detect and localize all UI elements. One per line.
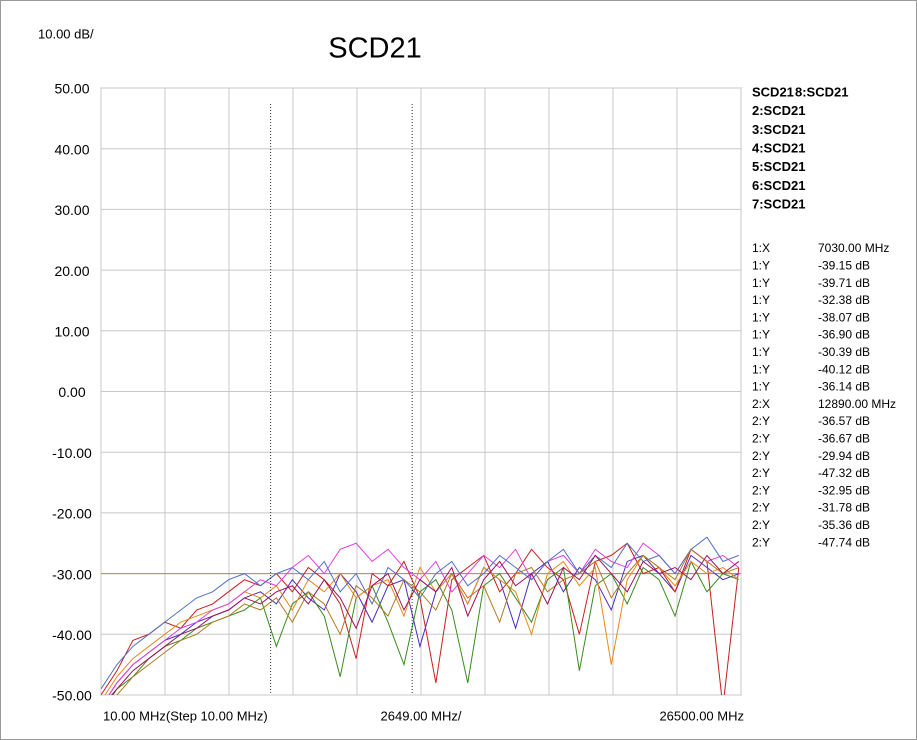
y-tick-label: 40.00 xyxy=(54,141,89,157)
marker-value: -40.12 dB xyxy=(818,362,870,376)
marker-value: -30.39 dB xyxy=(818,345,870,359)
x-axis-label: 2649.00 MHz/ xyxy=(381,708,462,723)
marker-value: -36.90 dB xyxy=(818,328,870,342)
marker-label: 1:X xyxy=(752,241,770,255)
marker-value: -29.94 dB xyxy=(818,449,870,463)
marker-label: 2:Y xyxy=(752,483,770,497)
marker-label: 2:Y xyxy=(752,518,770,532)
y-tick-label: 0.00 xyxy=(58,384,85,400)
trace xyxy=(101,536,740,690)
marker-label: 2:X xyxy=(752,397,770,411)
marker-value: -39.15 dB xyxy=(818,258,870,272)
marker-value: 12890.00 MHz xyxy=(818,397,896,411)
marker-label: 2:Y xyxy=(752,431,770,445)
y-tick-label: 30.00 xyxy=(54,202,89,218)
marker-value: -38.07 dB xyxy=(818,310,870,324)
trace xyxy=(110,554,740,695)
marker-value: -47.74 dB xyxy=(818,535,870,549)
marker-value: -32.38 dB xyxy=(818,293,870,307)
marker-value: -39.71 dB xyxy=(818,276,870,290)
trace xyxy=(116,548,740,695)
y-tick-label: -30.00 xyxy=(52,566,92,582)
scale-label: 10.00 dB/ xyxy=(38,26,94,41)
legend-entry: 4:SCD21 xyxy=(752,141,805,156)
y-tick-label: -10.00 xyxy=(52,445,92,461)
x-axis-label: 26500.00 MHz xyxy=(659,708,744,723)
legend-entry: 3:SCD21 xyxy=(752,122,805,137)
marker-label: 2:Y xyxy=(752,414,770,428)
marker-label: 2:Y xyxy=(752,449,770,463)
y-tick-label: 20.00 xyxy=(54,263,89,279)
legend-entry: 7:SCD21 xyxy=(752,197,805,212)
legend-entry: SCD21 xyxy=(752,84,794,99)
marker-value: -32.95 dB xyxy=(818,483,870,497)
marker-label: 1:Y xyxy=(752,345,770,359)
marker-label: 1:Y xyxy=(752,362,770,376)
marker-value: -47.32 dB xyxy=(818,466,870,480)
y-tick-label: 10.00 xyxy=(54,324,89,340)
marker-label: 1:Y xyxy=(752,258,770,272)
marker-label: 2:Y xyxy=(752,535,770,549)
traces xyxy=(101,536,740,695)
marker-label: 2:Y xyxy=(752,466,770,480)
y-tick-label: -40.00 xyxy=(52,627,92,643)
marker-label: 1:Y xyxy=(752,328,770,342)
marker-value: -36.67 dB xyxy=(818,431,870,445)
y-tick-label: 50.00 xyxy=(54,81,89,97)
legend-entry: 6:SCD21 xyxy=(752,178,805,193)
y-tick-label: -20.00 xyxy=(52,506,92,522)
marker-value: -36.57 dB xyxy=(818,414,870,428)
marker-value: -35.36 dB xyxy=(818,518,870,532)
marker-label: 1:Y xyxy=(752,293,770,307)
marker-value: 7030.00 MHz xyxy=(818,241,889,255)
x-axis-label: 10.00 MHz(Step 10.00 MHz) xyxy=(103,708,268,723)
legend-entry: 5:SCD21 xyxy=(752,159,805,174)
trace xyxy=(104,554,740,695)
marker-value: -36.14 dB xyxy=(818,380,870,394)
marker-label: 1:Y xyxy=(752,310,770,324)
legend-entry: 2:SCD21 xyxy=(752,103,805,118)
y-tick-label: -50.00 xyxy=(52,688,92,704)
marker-label: 1:Y xyxy=(752,276,770,290)
marker-label: 2:Y xyxy=(752,501,770,515)
legend-entry: 8:SCD21 xyxy=(795,84,848,99)
marker-label: 1:Y xyxy=(752,380,770,394)
marker-value: -31.78 dB xyxy=(818,501,870,515)
chart-title: SCD21 xyxy=(328,33,422,65)
